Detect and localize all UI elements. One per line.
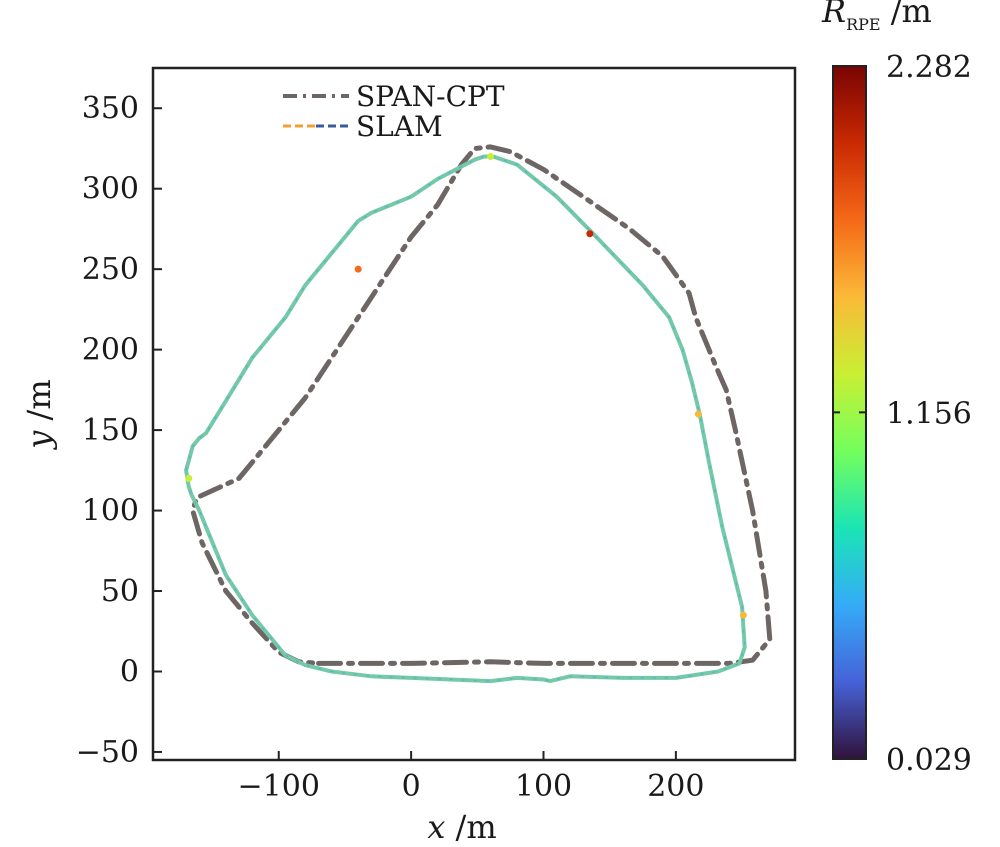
y-axis-label: y /m	[20, 379, 58, 450]
y-tick-label: −50	[76, 735, 139, 770]
colorbar-ticks: 2.282 1.156 0.029	[833, 50, 972, 778]
colorbar-tick-label: 0.029	[886, 743, 972, 778]
x-tick-label: 0	[402, 769, 421, 804]
slam-rpe-highlight	[739, 611, 747, 619]
colorbar-title-sub: RPE	[846, 15, 881, 34]
y-axis-var: y	[20, 430, 58, 451]
slam-rpe-highlight	[487, 153, 495, 161]
colorbar-tick-label: 2.282	[886, 50, 972, 85]
series-layer	[184, 144, 773, 684]
y-tick-label: 100	[82, 494, 139, 529]
y-tick-label: 250	[82, 252, 139, 287]
x-axis-label: x /m	[427, 808, 496, 846]
legend-span-cpt-label: SPAN-CPT	[356, 80, 505, 113]
y-tick-label: 0	[120, 654, 139, 689]
series-span-cpt-line	[190, 144, 773, 666]
legend-slam-label: SLAM	[356, 110, 443, 143]
x-tick-label: 200	[647, 769, 704, 804]
colorbar-title-var: R	[821, 0, 846, 30]
colorbar-tick-label: 1.156	[886, 396, 972, 431]
slam-rpe-highlight	[185, 474, 193, 482]
y-tick-label: 350	[82, 91, 139, 126]
slam-rpe-highlight	[694, 410, 702, 418]
colorbar-title-unit: /m	[881, 0, 932, 30]
y-tick-label: 300	[82, 172, 139, 207]
slam-rpe-highlight	[586, 230, 594, 238]
slam-rpe-highlight	[354, 265, 362, 273]
y-tick-label: 50	[101, 574, 139, 609]
x-axis-var: x	[427, 808, 445, 846]
y-tick-label: 200	[82, 333, 139, 368]
plot-area-frame	[151, 66, 797, 762]
x-tick-label: −100	[238, 769, 320, 804]
y-tick-label: 150	[82, 413, 139, 448]
x-axis-unit: /m	[445, 808, 496, 846]
series-slam-texture	[185, 155, 746, 682]
colorbar-title: RRPE /m	[821, 0, 932, 34]
x-tick-label: 100	[515, 769, 572, 804]
axes: −100 0 100 200 −50 0 50 100 150 200 250 300 350	[76, 91, 705, 804]
y-axis-unit: /m	[20, 379, 58, 430]
legend: SPAN-CPT SLAM	[283, 80, 505, 143]
